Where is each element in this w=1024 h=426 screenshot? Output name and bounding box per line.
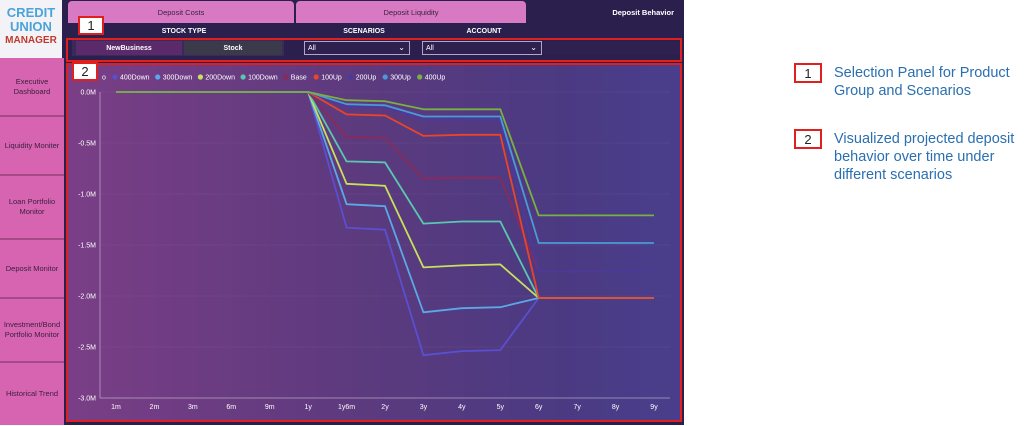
x-tick-label: 1m	[111, 404, 121, 411]
sidebar-item-historical-trend[interactable]: Historical Trend	[5, 389, 59, 398]
y-tick-label: -3.0M	[78, 396, 96, 403]
account-slicer-bar	[544, 41, 680, 55]
logo-line-2: UNION	[10, 19, 52, 34]
legend-label: 100Up	[321, 75, 342, 82]
legend-text-2: Visualized projected deposit behavior ov…	[834, 131, 1015, 183]
x-tick-label: 8y	[612, 404, 620, 411]
logo-line-3: MANAGER	[5, 35, 57, 46]
legend-marker	[283, 74, 289, 80]
legend-label: 400Up	[425, 75, 446, 82]
annotation-badge-1: 1	[78, 16, 104, 35]
legend-label: 300Down	[163, 75, 193, 82]
stock-option-stock[interactable]: Stock	[184, 41, 282, 55]
sidebar-item-deposit-monitor[interactable]: Deposit Monitor	[0, 240, 64, 299]
y-tick-label: -1.5M	[78, 243, 96, 250]
legend-marker	[240, 74, 246, 80]
account-label: ACCOUNT	[466, 28, 502, 35]
legend-label: 100Down	[248, 75, 278, 82]
x-tick-label: 3m	[188, 404, 198, 411]
series-line-400up	[116, 91, 654, 217]
x-tick-label: 9m	[265, 404, 275, 411]
app-window: CREDIT UNION MANAGER Executive Dashboard…	[0, 0, 684, 425]
x-tick-label: 4y	[458, 404, 466, 411]
y-tick-label: -2.0M	[78, 294, 96, 301]
scenarios-dropdown-value: All	[308, 44, 316, 52]
logo: CREDIT UNION MANAGER	[0, 0, 62, 58]
scenarios-label: SCENARIOS	[343, 28, 385, 35]
legend-label: 400Down	[120, 75, 150, 82]
y-tick-label: -0.5M	[78, 141, 96, 148]
annotation-box-2	[66, 63, 682, 422]
deposit-behavior-chart: 0.0M -0.5M -1.0M -1.5M -2.0M -2.5M -3.0M 1m 2m 3m…	[66, 64, 682, 421]
sidebar-item-loan-portfolio-monitor[interactable]: Loan Portfolio Monitor	[0, 176, 64, 240]
tab-deposit-behavior[interactable]: Deposit Behavior	[528, 1, 684, 23]
legend-label: 200Up	[356, 75, 377, 82]
x-tick-label: 3y	[420, 404, 428, 411]
legend-label: 300Up	[390, 75, 411, 82]
tab-deposit-liquidity[interactable]: Deposit Liquidity	[296, 1, 526, 23]
chart-svg: 0.0M -0.5M -1.0M -1.5M -2.0M -2.5M -3.0M 1m 2m 3m…	[78, 74, 670, 411]
legend-marker	[155, 74, 161, 80]
stock-option-newbusiness[interactable]: NewBusiness	[76, 41, 182, 55]
scenarios-dropdown[interactable]: All ⌄	[304, 41, 410, 55]
x-tick-label: 9y	[650, 404, 658, 411]
y-tick-label: 0.0M	[80, 90, 96, 97]
sidebar-item-executive-dashboard[interactable]: Executive Dashboard	[0, 58, 64, 117]
sidebar-item-investment-bond-portfolio-monitor[interactable]: Investment/Bond Portfolio Monitor	[0, 299, 64, 363]
x-tick-label: 1y6m	[338, 404, 355, 411]
legend-marker	[197, 74, 203, 80]
legend-marker	[112, 74, 118, 80]
annotation-box-1	[66, 38, 682, 62]
legend-marker	[313, 74, 319, 80]
legend-text-1: Selection Panel for Product Group and Sc…	[834, 65, 1010, 99]
x-tick-label: 1y	[304, 404, 312, 411]
legend-marker	[417, 74, 423, 80]
legend-label: 200Down	[205, 75, 235, 82]
legend-marker	[382, 74, 388, 80]
x-tick-label: 2m	[150, 404, 160, 411]
y-tick-label: -2.5M	[78, 345, 96, 352]
legend-number-1: 1	[794, 63, 822, 83]
x-tick-label: 2y	[381, 404, 389, 411]
account-dropdown[interactable]: All ⌄	[422, 41, 542, 55]
account-dropdown-value: All	[426, 44, 434, 52]
sidebar-item-liquidity-moniter[interactable]: Liquidity Moniter	[0, 117, 64, 176]
chevron-down-icon: ⌄	[398, 43, 405, 52]
x-tick-label: 7y	[573, 404, 581, 411]
legend-marker	[348, 74, 354, 80]
x-tick-label: 6m	[226, 404, 236, 411]
stock-type-label: STOCK TYPE	[161, 28, 207, 35]
annotation-badge-2: 2	[72, 62, 98, 81]
logo-line-1: CREDIT	[6, 5, 56, 20]
x-tick-label: 5y	[497, 404, 505, 411]
selection-panel: STOCK TYPE SCENARIOS ACCOUNT NewBusiness…	[64, 24, 684, 62]
chevron-down-icon: ⌄	[530, 43, 537, 52]
legend-prefix: o	[102, 75, 106, 82]
sidebar: Executive Dashboard Liquidity Moniter Lo…	[0, 58, 64, 425]
tab-bar: Deposit Costs Deposit Liquidity Deposit …	[64, 0, 684, 24]
y-tick-label: -1.0M	[78, 192, 96, 199]
legend-label: Base	[291, 75, 307, 82]
legend-number-2: 2	[794, 129, 822, 149]
tab-deposit-costs[interactable]: Deposit Costs	[68, 1, 294, 23]
x-tick-label: 6y	[535, 404, 543, 411]
